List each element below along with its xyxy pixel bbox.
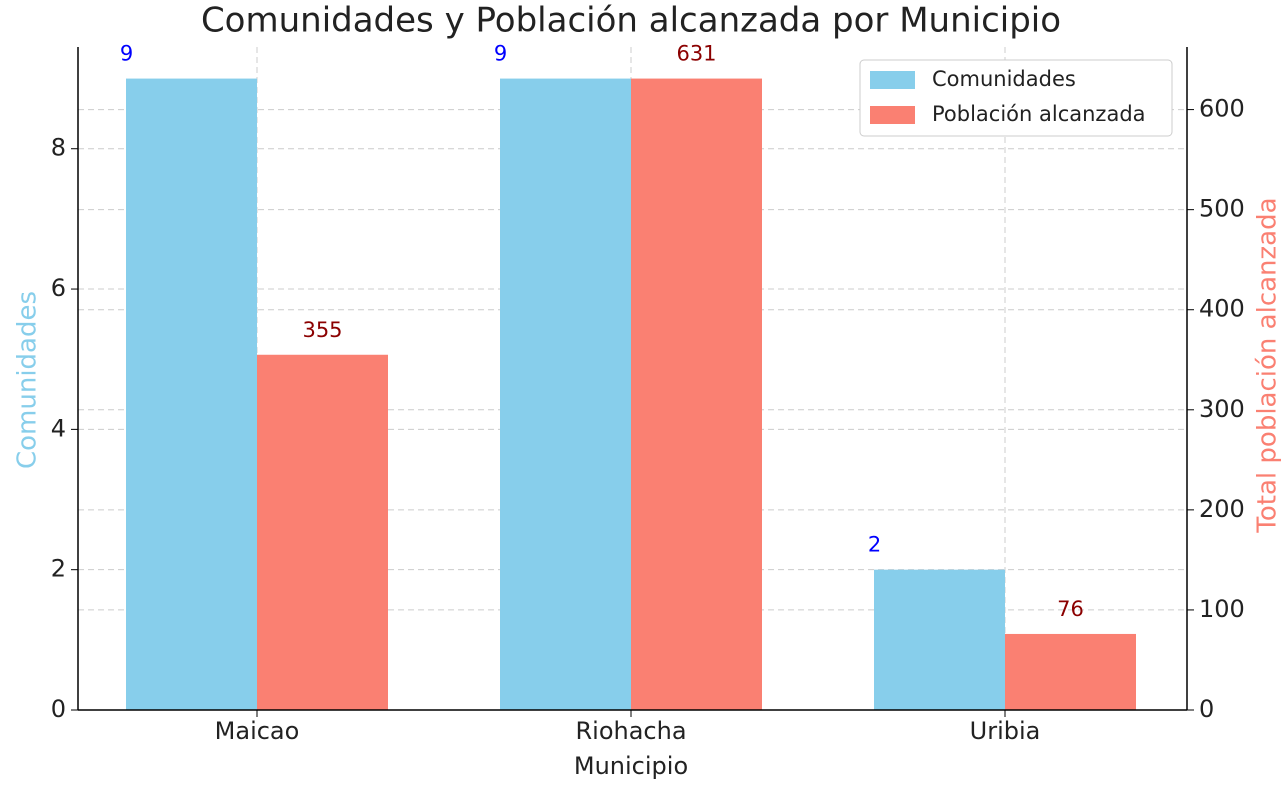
legend-swatch bbox=[870, 106, 915, 124]
y2-tick-label: 400 bbox=[1199, 295, 1245, 323]
y-axis-label: Comunidades bbox=[13, 291, 43, 469]
x-axis-label: Municipio bbox=[574, 752, 688, 780]
bar bbox=[257, 354, 388, 710]
data-label: 9 bbox=[494, 42, 507, 66]
data-label: 76 bbox=[1057, 597, 1084, 621]
y2-tick-label: 0 bbox=[1199, 695, 1214, 723]
x-tick-label: Maicao bbox=[215, 717, 300, 745]
legend-label: Población alcanzada bbox=[932, 102, 1146, 126]
legend-box bbox=[859, 59, 1173, 137]
x-tick-label: Riohacha bbox=[575, 717, 686, 745]
legend-swatch bbox=[870, 71, 915, 89]
x-tick-label: Uribia bbox=[970, 717, 1041, 745]
y2-tick-label: 500 bbox=[1199, 195, 1245, 223]
y2-tick-label: 600 bbox=[1199, 95, 1245, 123]
y2-axis-label: Total población alcanzada bbox=[1253, 197, 1283, 533]
y2-tick-label: 100 bbox=[1199, 595, 1245, 623]
legend-label: Comunidades bbox=[932, 67, 1076, 91]
data-label: 9 bbox=[120, 42, 133, 66]
y2-tick-label: 200 bbox=[1199, 495, 1245, 523]
bar bbox=[874, 569, 1005, 710]
data-label: 355 bbox=[302, 318, 342, 342]
bar bbox=[126, 78, 257, 711]
bar bbox=[500, 78, 631, 711]
data-label: 631 bbox=[676, 42, 716, 66]
y-tick-label: 0 bbox=[51, 695, 66, 723]
y2-tick-label: 300 bbox=[1199, 395, 1245, 423]
bar bbox=[1005, 633, 1136, 710]
chart-title: Comunidades y Población alcanzada por Mu… bbox=[201, 1, 1061, 41]
bar bbox=[631, 78, 762, 711]
y-tick-label: 4 bbox=[51, 414, 66, 442]
data-label: 2 bbox=[868, 533, 881, 557]
y-tick-label: 6 bbox=[51, 274, 66, 302]
y-tick-label: 2 bbox=[51, 555, 66, 583]
y-tick-label: 8 bbox=[51, 134, 66, 162]
